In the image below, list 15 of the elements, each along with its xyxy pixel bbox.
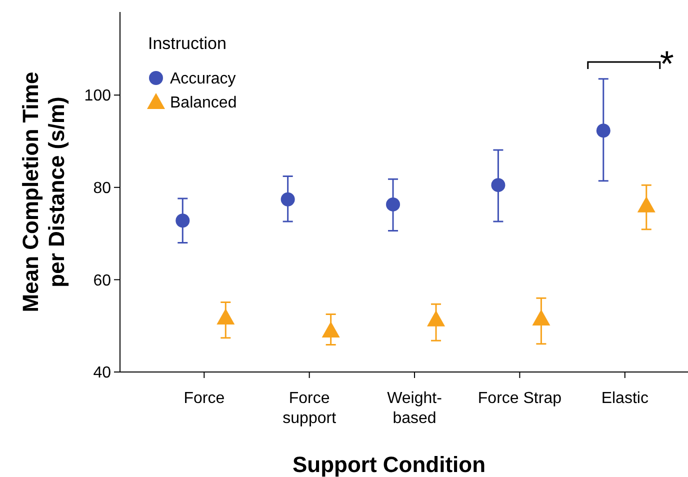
x-tick-label: Force support — [282, 390, 337, 427]
x-tick-label: Weight- based — [387, 390, 442, 427]
x-axis-title: Support Condition — [292, 452, 486, 477]
y-axis-title: Mean Completion Time per Distance (s/m) — [18, 72, 69, 312]
legend-label: Balanced — [170, 94, 237, 112]
x-tick-label: Force — [184, 390, 225, 407]
y-tick-label: 40 — [93, 364, 112, 382]
x-tick-label: Force Strap — [478, 390, 562, 407]
legend-label: Accuracy — [170, 70, 236, 88]
y-tick-label: 100 — [84, 88, 112, 105]
y-tick-label: 60 — [93, 272, 112, 290]
y-tick-label: 80 — [93, 180, 112, 197]
annotation: * — [660, 43, 674, 84]
x-tick-label: Elastic — [601, 390, 648, 407]
legend-title: Instruction — [148, 34, 226, 53]
